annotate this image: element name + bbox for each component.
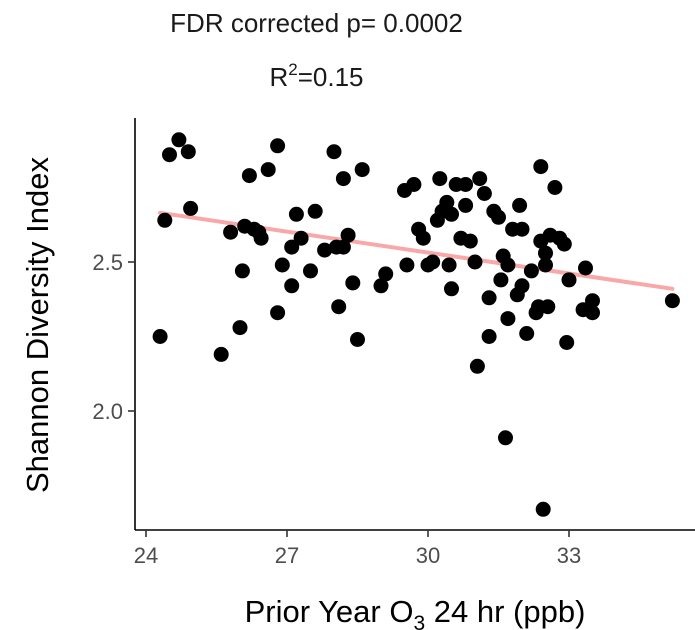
data-point [458,177,474,192]
x-axis-label-prefix: Prior Year O [245,594,414,629]
data-point [425,254,441,270]
data-point [514,278,530,294]
data-point [559,335,575,350]
data-point [585,293,600,309]
chart-title: FDR corrected p= 0.0002 [0,8,695,39]
data-point [317,242,333,258]
data-point [234,263,250,279]
data-point [500,311,516,327]
data-point [270,138,286,154]
y-tick-label: 2.5 [92,250,123,275]
chart-title-text: FDR corrected p= 0.0002 [170,8,463,38]
ticks-layer: 24 27 30 33 2.0 2.5 [92,250,581,568]
x-axis-label-suffix: 24 hr (ppb) [425,594,585,629]
x-axis-label-subscript: 3 [413,612,425,630]
data-point [345,275,361,291]
data-point [538,257,553,273]
x-tick-label: 33 [557,543,581,568]
data-point [378,266,394,282]
data-point [439,194,455,210]
data-point [232,320,248,336]
data-point [331,299,347,315]
data-point [444,206,459,222]
data-point [441,257,457,273]
data-point [162,147,177,163]
data-point [585,305,600,321]
data-point [284,239,300,255]
subtitle-prefix: R [269,62,289,92]
data-point [469,358,485,374]
data-point [523,263,539,279]
y-axis-label: Shannon Diversity Index [20,156,55,493]
data-point [270,305,286,321]
y-tick-label: 2.0 [92,399,123,424]
data-point [354,162,370,178]
data-point [664,293,680,309]
data-point [540,299,556,315]
x-tick-label: 30 [416,543,440,568]
points-layer [152,132,680,517]
data-point [326,144,342,160]
data-point [514,221,530,237]
data-point [223,224,239,240]
data-point [535,501,551,517]
data-point [500,257,516,273]
data-point [152,329,168,344]
data-point [578,260,593,276]
data-point [472,171,488,187]
data-point [350,332,365,347]
data-point [533,159,549,175]
data-point [399,257,415,273]
data-point [476,186,492,201]
data-point [253,230,269,246]
data-point [171,132,187,148]
data-point [303,263,318,279]
data-point [213,346,229,362]
data-point [415,230,431,246]
subtitle-suffix: =0.15 [297,62,364,92]
chart-subtitle-text: R2=0.15 [269,60,364,92]
data-point [288,206,304,222]
data-point [183,200,199,216]
x-axis-label: Prior Year O3 24 hr (ppb) [245,594,586,630]
data-point [556,236,572,252]
data-point [335,239,351,255]
x-tick-label: 24 [134,543,158,568]
data-point [157,212,173,228]
data-point [493,272,509,288]
data-point [519,326,535,341]
x-tick-label: 27 [275,543,299,568]
data-point [467,254,483,270]
data-point [481,329,497,344]
data-point [373,278,389,294]
data-point [547,180,563,195]
data-point [458,197,474,213]
data-point [307,203,323,219]
data-point [561,272,577,288]
data-point [284,278,300,294]
data-point [538,245,553,261]
data-point [335,171,351,187]
data-point [498,430,513,446]
data-point [481,290,497,306]
data-point [432,171,448,187]
data-point [444,281,459,297]
data-point [340,227,356,243]
data-point [491,209,506,225]
data-point [260,162,276,178]
data-point [406,177,422,192]
data-point [293,230,309,246]
data-point [241,168,257,184]
chart-subtitle: R2=0.15 [0,60,695,93]
data-point [180,144,196,160]
data-point [512,197,528,213]
data-point [462,233,478,249]
data-point [274,257,290,273]
subtitle-superscript: 2 [288,60,298,79]
